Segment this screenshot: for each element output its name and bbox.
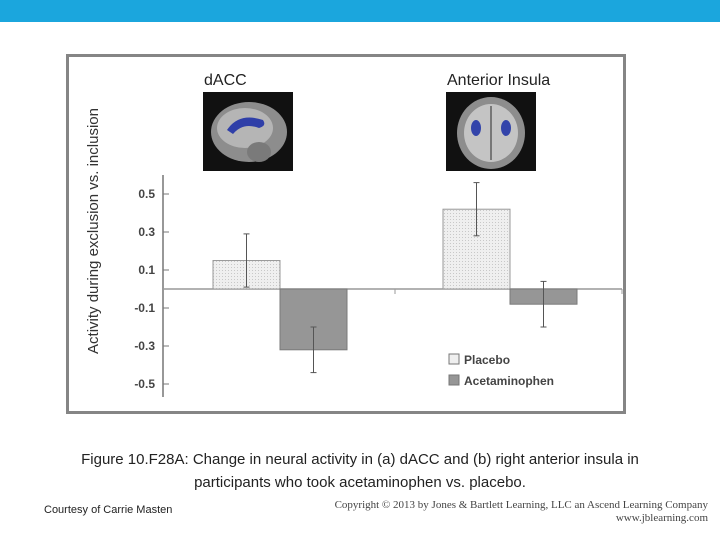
y-tick-label: 0.3 bbox=[138, 225, 155, 239]
y-tick-label: 0.1 bbox=[138, 263, 155, 277]
legend-swatch bbox=[448, 353, 460, 365]
y-tick-label: 0.5 bbox=[138, 187, 155, 201]
dacc-brain-scan-image bbox=[203, 92, 293, 171]
image-credit: Courtesy of Carrie Masten bbox=[44, 504, 173, 516]
legend: Placebo Acetaminophen bbox=[448, 353, 554, 388]
category-label: dACC bbox=[204, 72, 247, 89]
figure-frame: Activity during exclusion vs. inclusion … bbox=[66, 54, 626, 414]
y-tick-label: -0.3 bbox=[134, 339, 155, 353]
y-tick-label: -0.1 bbox=[134, 301, 155, 315]
category-label: Anterior Insula bbox=[447, 72, 550, 89]
caption-line-1: Figure 10.F28A: Change in neural activit… bbox=[81, 451, 639, 468]
legend-entry: Acetaminophen bbox=[464, 374, 554, 388]
brain-scan-images: dACC Anterior Insula bbox=[203, 72, 550, 171]
bar-chart: Activity during exclusion vs. inclusion … bbox=[85, 72, 623, 397]
figure-caption: Figure 10.F28A: Change in neural activit… bbox=[40, 448, 680, 494]
y-axis-ticks: 0.5 0.3 0.1 -0.1 -0.3 -0.5 bbox=[134, 175, 623, 397]
top-accent-bar bbox=[0, 0, 720, 22]
legend-swatch bbox=[448, 374, 460, 386]
bars bbox=[212, 182, 578, 374]
insula-brain-scan-image bbox=[446, 92, 536, 171]
publisher-url: www.jblearning.com bbox=[615, 512, 708, 524]
legend-entry: Placebo bbox=[464, 353, 510, 367]
y-tick-label: -0.5 bbox=[134, 377, 155, 391]
copyright-line: Copyright © 2013 by Jones & Bartlett Lea… bbox=[334, 499, 708, 511]
caption-line-2: participants who took acetaminophen vs. … bbox=[194, 474, 526, 491]
y-axis-label: Activity during exclusion vs. inclusion bbox=[85, 108, 102, 354]
copyright-notice: Copyright © 2013 by Jones & Bartlett Lea… bbox=[335, 499, 708, 525]
